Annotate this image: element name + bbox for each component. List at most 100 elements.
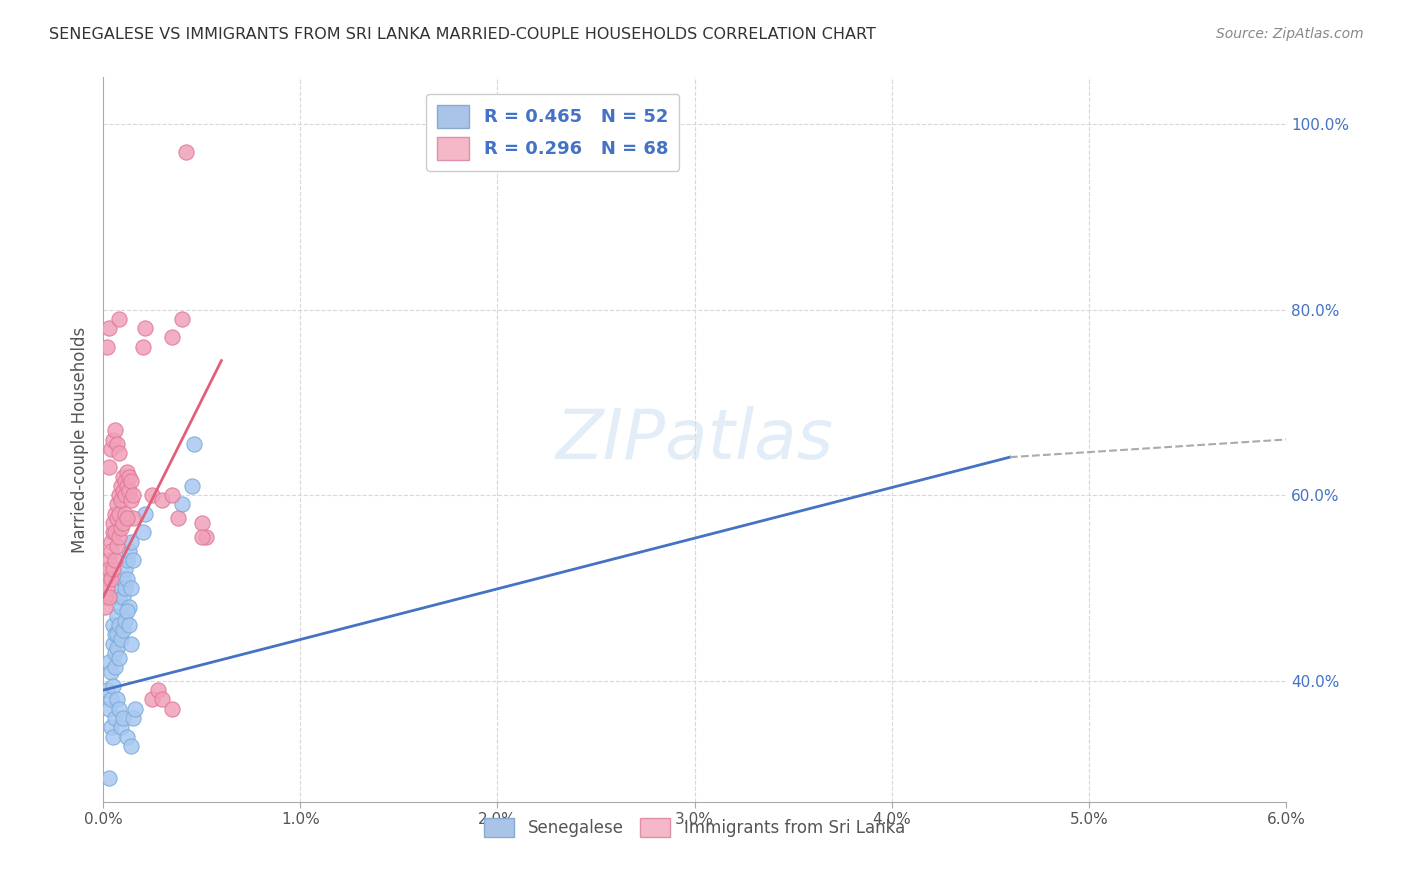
Point [111,623,134,637]
Point [111,572,134,586]
Point [98,702,121,716]
Point [150,692,173,706]
Point [98,321,121,335]
Point [108,530,131,544]
Point [141,692,163,706]
Point [131,340,153,354]
Point [108,311,131,326]
Point [114,581,136,595]
Point [114,475,136,489]
Point [118,544,141,558]
Point [120,739,142,753]
Point [183,437,205,451]
Text: ZIPatlas: ZIPatlas [555,406,834,473]
Point [96,683,118,698]
Point [110,720,132,734]
Point [111,516,134,530]
Point [114,507,136,521]
Point [121,553,143,567]
Point [108,591,131,605]
Point [118,599,141,614]
Point [121,488,143,502]
Point [118,483,141,498]
Point [105,641,128,656]
Point [101,562,124,576]
Point [110,492,132,507]
Point [108,650,131,665]
Point [124,702,146,716]
Point [120,637,142,651]
Point [111,469,134,483]
Point [101,730,124,744]
Point [115,572,138,586]
Point [110,581,132,595]
Point [104,711,127,725]
Point [115,604,138,618]
Point [100,692,122,706]
Point [160,330,183,344]
Point [121,511,143,525]
Point [101,637,124,651]
Point [118,618,141,632]
Point [118,469,141,483]
Point [111,483,134,498]
Point [101,433,124,447]
Point [114,562,136,576]
Point [98,460,121,475]
Point [160,488,183,502]
Point [115,479,138,493]
Point [141,488,163,502]
Point [150,492,173,507]
Legend: Senegalese, Immigrants from Sri Lanka: Senegalese, Immigrants from Sri Lanka [478,812,911,844]
Point [104,507,127,521]
Point [115,465,138,479]
Point [104,423,127,437]
Point [194,530,217,544]
Point [100,544,122,558]
Point [94,591,117,605]
Point [111,591,134,605]
Point [105,539,128,553]
Point [120,534,142,549]
Point [110,632,132,646]
Point [98,562,121,576]
Point [104,660,127,674]
Y-axis label: Married-couple Households: Married-couple Households [72,326,89,553]
Point [110,479,132,493]
Text: SENEGALESE VS IMMIGRANTS FROM SRI LANKA MARRIED-COUPLE HOUSEHOLDS CORRELATION CH: SENEGALESE VS IMMIGRANTS FROM SRI LANKA … [49,27,876,42]
Point [108,507,131,521]
Point [190,530,212,544]
Point [190,516,212,530]
Point [108,488,131,502]
Point [134,321,156,335]
Point [120,492,142,507]
Point [98,772,121,786]
Text: Source: ZipAtlas.com: Source: ZipAtlas.com [1216,27,1364,41]
Point [101,679,124,693]
Point [108,702,131,716]
Point [105,437,128,451]
Point [100,572,122,586]
Point [101,618,124,632]
Point [115,553,138,567]
Point [120,475,142,489]
Point [105,627,128,641]
Point [110,599,132,614]
Point [115,511,138,525]
Point [98,656,121,670]
Point [105,498,128,512]
Point [120,581,142,595]
Point [148,683,170,698]
Point [96,581,118,595]
Point [100,442,122,456]
Point [108,446,131,460]
Point [114,488,136,502]
Point [160,702,183,716]
Point [108,618,131,632]
Point [96,340,118,354]
Point [101,525,124,540]
Point [104,525,127,540]
Point [104,646,127,660]
Point [100,534,122,549]
Point [134,507,156,521]
